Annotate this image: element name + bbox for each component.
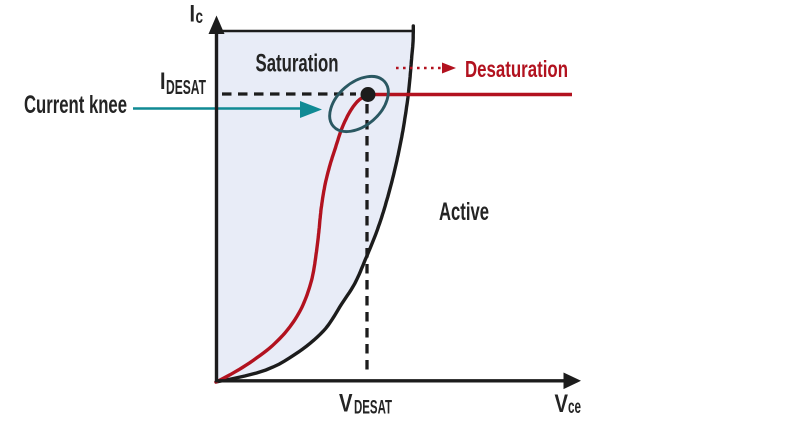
svg-text:Saturation: Saturation xyxy=(256,50,339,78)
svg-text:ce: ce xyxy=(568,397,581,418)
svg-text:V: V xyxy=(555,390,569,418)
svg-text:Active: Active xyxy=(439,198,489,226)
svg-text:c: c xyxy=(196,7,204,28)
svg-text:DESAT: DESAT xyxy=(166,77,206,99)
svg-text:I: I xyxy=(190,1,196,28)
svg-text:DESAT: DESAT xyxy=(354,398,392,419)
svg-text:Current knee: Current knee xyxy=(24,91,127,119)
svg-text:I: I xyxy=(160,68,166,95)
svg-text:Desaturation: Desaturation xyxy=(465,56,568,82)
svg-text:V: V xyxy=(339,390,353,418)
